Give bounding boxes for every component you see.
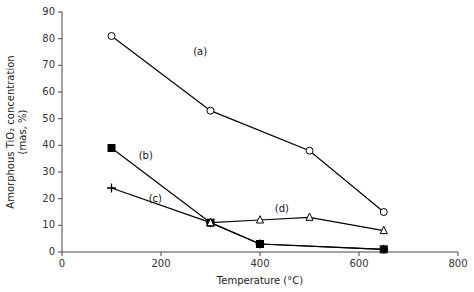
series-line: [211, 217, 384, 230]
axes: 0 10 20 30 40 50 60 70 80 90 0 200 400 600 800: [42, 6, 467, 269]
series-line: [112, 188, 384, 249]
marker: [380, 246, 387, 253]
y-tick-label: 50: [42, 113, 55, 124]
plot-area: [107, 33, 388, 254]
y-tick: [58, 38, 62, 39]
y-tick-label: 40: [42, 139, 55, 150]
marker: [257, 216, 264, 223]
y-tick: [58, 225, 62, 226]
marker: [306, 147, 313, 154]
x-axis-line: [62, 252, 458, 253]
y-tick: [58, 252, 62, 253]
annotation: (d): [275, 203, 289, 214]
y-axis-label-line: Amorphous TiO₂ concentration: [5, 55, 16, 208]
x-tick: [458, 252, 459, 256]
marker: [107, 184, 116, 193]
annotation: (c): [149, 193, 162, 204]
marker: [257, 241, 264, 248]
x-tick-label: 600: [349, 258, 368, 269]
y-tick-label: 90: [42, 6, 55, 17]
marker: [379, 245, 388, 254]
y-tick: [58, 172, 62, 173]
marker: [207, 107, 214, 114]
y-tick-label: 60: [42, 86, 55, 97]
marker: [108, 145, 115, 152]
y-tick-label: 30: [42, 166, 55, 177]
y-axis-line: [62, 12, 63, 252]
x-tick: [260, 252, 261, 256]
chart: 0 10 20 30 40 50 60 70 80 90 0 200 400 600 800 Temperat…: [0, 0, 474, 292]
x-tick-label: 400: [250, 258, 269, 269]
x-tick-label: 0: [59, 258, 65, 269]
y-tick: [58, 118, 62, 119]
y-tick-label: 70: [42, 59, 55, 70]
series-line: [112, 148, 384, 249]
annotation: (a): [193, 46, 207, 57]
y-axis-label: Amorphous TiO₂ concentration(mas, %): [5, 55, 28, 208]
series-line: [112, 36, 384, 212]
annotation: (b): [139, 150, 153, 161]
x-axis-label: Temperature (°C): [216, 275, 303, 286]
y-tick: [58, 65, 62, 66]
marker: [380, 226, 387, 233]
y-tick-label: 0: [49, 246, 55, 257]
marker: [207, 219, 214, 226]
y-tick: [58, 198, 62, 199]
y-tick-label: 80: [42, 33, 55, 44]
annotations: (a) (b) (c) (d): [139, 46, 289, 214]
y-tick: [58, 92, 62, 93]
marker: [306, 213, 313, 220]
x-tick-label: 200: [151, 258, 170, 269]
x-tick: [161, 252, 162, 256]
marker: [256, 240, 265, 249]
y-tick: [58, 12, 62, 13]
x-tick-label: 800: [448, 258, 467, 269]
y-tick-label: 10: [42, 219, 55, 230]
marker: [380, 209, 387, 216]
y-axis-label-line: (mas, %): [17, 110, 28, 155]
x-tick: [62, 252, 63, 256]
marker: [207, 218, 214, 225]
x-tick: [359, 252, 360, 256]
y-tick: [58, 145, 62, 146]
y-tick-label: 20: [42, 193, 55, 204]
marker: [108, 33, 115, 40]
